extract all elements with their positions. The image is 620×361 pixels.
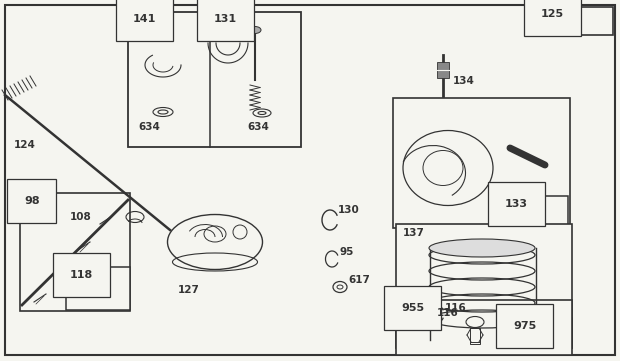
Bar (396, 300, 572, 355)
Text: eReplacementParts.com: eReplacementParts.com (208, 181, 412, 199)
Text: 130: 130 (338, 205, 360, 215)
Text: 95: 95 (340, 247, 355, 257)
Bar (66, 267, 130, 310)
Text: 116: 116 (437, 308, 459, 318)
Text: 118: 118 (70, 270, 93, 280)
Text: 104: 104 (520, 190, 542, 200)
Text: 108: 108 (70, 212, 92, 222)
Text: 634: 634 (247, 122, 269, 132)
Text: 141: 141 (133, 14, 156, 24)
Text: 137: 137 (403, 228, 425, 238)
Text: 116: 116 (445, 303, 467, 313)
Text: 124: 124 (14, 140, 36, 150)
Bar (97, 12, 375, 322)
Text: 134: 134 (453, 76, 475, 86)
Bar (20, 193, 130, 311)
Text: 975: 975 (513, 321, 536, 331)
Bar (396, 224, 572, 348)
Ellipse shape (429, 239, 535, 257)
Bar (500, 196, 568, 226)
Bar (508, 318, 572, 348)
Bar (535, 7, 613, 35)
Bar (437, 62, 449, 78)
Text: 617: 617 (348, 275, 370, 285)
Bar (393, 98, 570, 228)
Text: 133: 133 (505, 199, 528, 209)
Bar (375, 72, 530, 202)
Bar (128, 12, 301, 147)
Ellipse shape (249, 26, 261, 34)
Text: 634: 634 (138, 122, 160, 132)
Text: 131: 131 (214, 14, 237, 24)
Text: 127: 127 (178, 285, 200, 295)
Text: 125: 125 (541, 9, 564, 19)
Bar (470, 328, 480, 344)
Text: 98: 98 (24, 196, 40, 206)
Text: 955: 955 (401, 303, 424, 313)
